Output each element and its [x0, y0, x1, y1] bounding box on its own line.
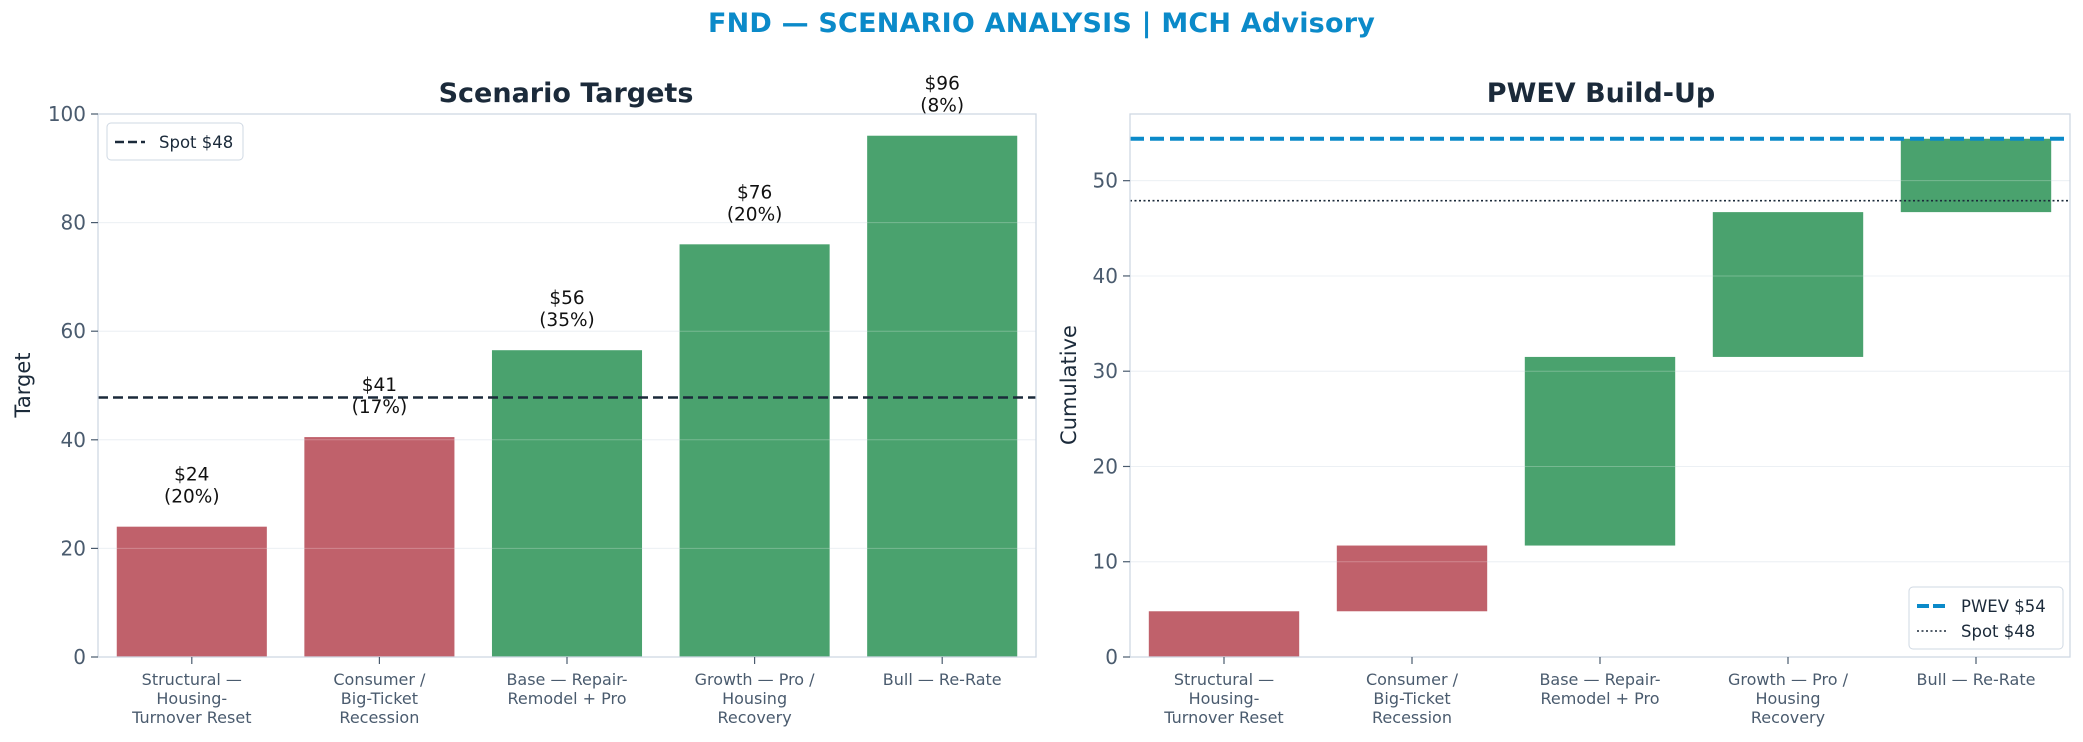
- y-tick-label: 50: [1093, 169, 1118, 193]
- x-tick-line: Housing-: [1189, 689, 1260, 708]
- y-tick-label: 30: [1093, 359, 1118, 383]
- legend-label: PWEV $54: [1961, 597, 2046, 616]
- bar-label-line: (35%): [539, 310, 595, 331]
- y-tick-label: 40: [61, 428, 86, 452]
- x-tick-line: Consumer /: [333, 670, 426, 689]
- y-tick-label: 0: [73, 645, 86, 669]
- bar: [1712, 212, 1864, 357]
- x-tick-line: Recession: [339, 708, 419, 727]
- x-tick-line: Big-Ticket: [341, 689, 418, 708]
- bar-label-line: $96: [925, 74, 960, 95]
- bar-value-label: $96 (8%): [920, 74, 964, 117]
- x-tick-line: Turnover Reset: [1163, 708, 1283, 727]
- x-tick-line: Bull — Re-Rate: [883, 670, 1002, 689]
- x-tick-line: Structural —: [142, 670, 242, 689]
- x-tick-label: Consumer / Big-Ticket Recession: [333, 670, 426, 727]
- y-tick-label: 60: [61, 319, 86, 343]
- x-tick-line: Big-Ticket: [1373, 689, 1450, 708]
- bar-value-label: $76 (20%): [727, 182, 783, 225]
- reference-lines: [1130, 136, 2070, 202]
- x-tick-line: Remodel + Pro: [507, 689, 626, 708]
- y-axis-label: Cumulative: [1057, 325, 1081, 445]
- y-tick-label: 20: [1093, 454, 1118, 478]
- legend-box: [1908, 586, 2064, 650]
- bar-label-line: $41: [362, 375, 397, 396]
- chart-title: PWEV Build-Up: [1487, 78, 1715, 109]
- x-tick-line: Housing-: [156, 689, 227, 708]
- y-tick-label: 20: [61, 536, 86, 560]
- y-tick-label: 0: [1105, 645, 1118, 669]
- axes: 0 10 20 30 40 50 Structural — Housing-Turnover …: [1093, 113, 2071, 727]
- x-tick-line: Base — Repair-: [506, 670, 627, 689]
- bar-value-label: $24 (20%): [164, 465, 220, 508]
- x-tick-label: Bull — Re-Rate: [1917, 670, 2036, 689]
- bar: [1148, 611, 1300, 657]
- x-tick-label: Base — Repair-Remodel + Pro: [506, 670, 627, 708]
- bar-labels: $24 (20%)$41 (17%)$56 (35%)$76 (20%)$96 (8%): [164, 74, 964, 508]
- bars: [98, 113, 1036, 658]
- x-tick-label: Growth — Pro / Housing Recovery: [695, 670, 816, 727]
- y-tick-label: 80: [61, 211, 86, 235]
- x-tick-line: Turnover Reset: [131, 708, 251, 727]
- y-tick-label: 10: [1093, 550, 1118, 574]
- x-tick-line: Bull — Re-Rate: [1917, 670, 2036, 689]
- x-tick-label: Consumer / Big-Ticket Recession: [1366, 670, 1459, 727]
- legend: PWEV $54 Spot $48: [1908, 586, 2064, 650]
- x-tick-label: Base — Repair-Remodel + Pro: [1539, 670, 1660, 708]
- bar: [304, 437, 455, 657]
- bar-label-line: $76: [737, 182, 772, 203]
- x-tick-line: Growth — Pro /: [695, 670, 816, 689]
- legend-label: Spot $48: [159, 133, 233, 152]
- bar: [116, 526, 267, 657]
- bar: [1524, 356, 1676, 546]
- x-tick-label: Growth — Pro / Housing Recovery: [1728, 670, 1849, 727]
- bar: [491, 350, 643, 657]
- bar: [1336, 545, 1488, 612]
- x-tick-label: Structural — Housing-Turnover Reset: [1163, 670, 1283, 727]
- x-tick-line: Consumer /: [1366, 670, 1459, 689]
- bar-value-label: $56 (35%): [539, 288, 595, 331]
- bar-label-line: (20%): [164, 487, 220, 508]
- pwev-buildup-chart: PWEV Build-Up Cumulative 0 10 20 30 40 50 Stru…: [1057, 78, 2071, 727]
- legend: Spot $48: [106, 122, 244, 161]
- y-tick-label: 100: [48, 102, 86, 126]
- bar-label-line: $56: [549, 288, 584, 309]
- figure-title: FND — SCENARIO ANALYSIS | MCH Advisory: [707, 8, 1376, 39]
- x-tick-line: Recovery: [718, 708, 792, 727]
- y-axis-label: Target: [11, 353, 35, 419]
- x-tick-line: Recovery: [1751, 708, 1825, 727]
- bar: [679, 244, 830, 657]
- chart-title: Scenario Targets: [439, 78, 694, 109]
- bar-value-label: $41 (17%): [352, 375, 408, 418]
- axes: 0 20 40 60 80 100 Structural — Housing-Turnover…: [48, 102, 1037, 727]
- bar-label-line: (17%): [352, 397, 408, 418]
- bar-label-line: (20%): [727, 204, 783, 225]
- x-tick-label: Bull — Re-Rate: [883, 670, 1002, 689]
- legend-box: [106, 122, 244, 161]
- x-tick-line: Structural —: [1174, 670, 1274, 689]
- x-tick-line: Growth — Pro /: [1728, 670, 1849, 689]
- bar-label-line: (8%): [920, 96, 964, 117]
- x-tick-line: Housing: [1755, 689, 1820, 708]
- scenario-targets-chart: Scenario Targets Target $24 (20%)$41 (17%)…: [11, 74, 1037, 727]
- x-tick-line: Remodel + Pro: [1540, 689, 1659, 708]
- x-tick-line: Base — Repair-: [1539, 670, 1660, 689]
- x-tick-line: Recession: [1372, 708, 1452, 727]
- x-tick-line: Housing: [722, 689, 787, 708]
- y-tick-label: 40: [1093, 264, 1118, 288]
- bar-label-line: $24: [174, 465, 209, 486]
- x-tick-label: Structural — Housing-Turnover Reset: [131, 670, 251, 727]
- legend-label: Spot $48: [1961, 622, 2035, 641]
- bars: [1130, 138, 2070, 657]
